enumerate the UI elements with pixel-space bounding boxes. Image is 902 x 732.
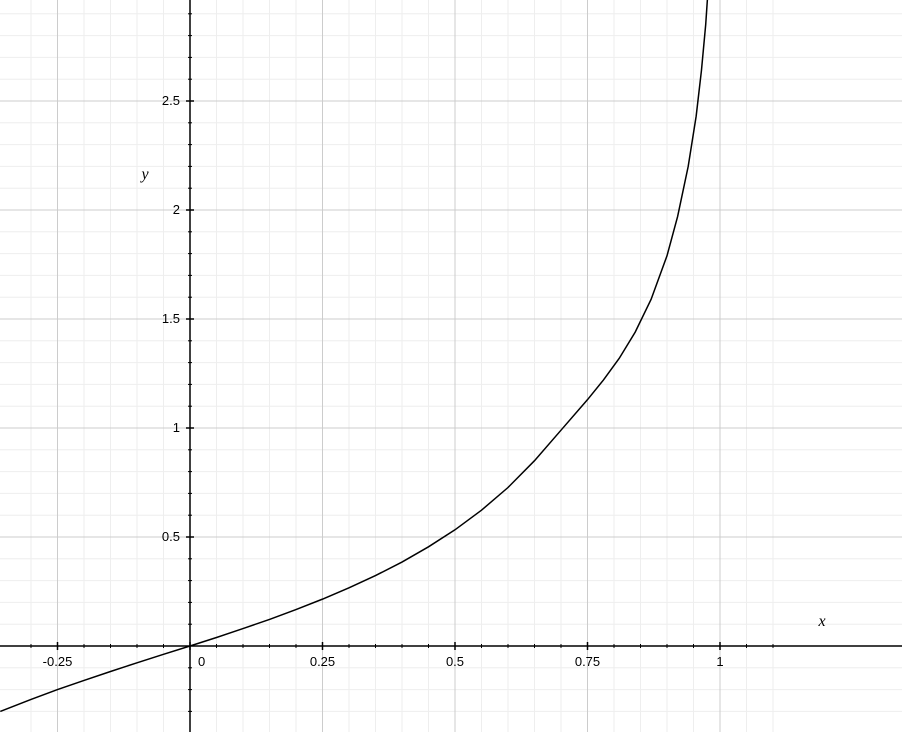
- x-tick-label: 0.5: [446, 654, 464, 669]
- y-tick-label: 0.5: [162, 529, 180, 544]
- x-axis-label: x: [817, 613, 825, 630]
- x-tick-label: -0.25: [43, 654, 73, 669]
- y-axis-label: y: [139, 166, 149, 183]
- x-tick-label: 1: [716, 654, 723, 669]
- y-tick-label: 1: [173, 420, 180, 435]
- y-tick-label: 2: [173, 202, 180, 217]
- x-tick-label: 0.75: [575, 654, 600, 669]
- x-tick-label: 0.25: [310, 654, 335, 669]
- chart-container: -0.25 0 0.25 0.5 0.75 1 0.5 1 1.5 2 2.5 x y: [0, 0, 902, 732]
- y-tick-label: 2.5: [162, 93, 180, 108]
- line-chart: -0.25 0 0.25 0.5 0.75 1 0.5 1 1.5 2 2.5 x y: [0, 0, 902, 732]
- x-tick-label: 0: [198, 654, 205, 669]
- y-tick-label: 1.5: [162, 311, 180, 326]
